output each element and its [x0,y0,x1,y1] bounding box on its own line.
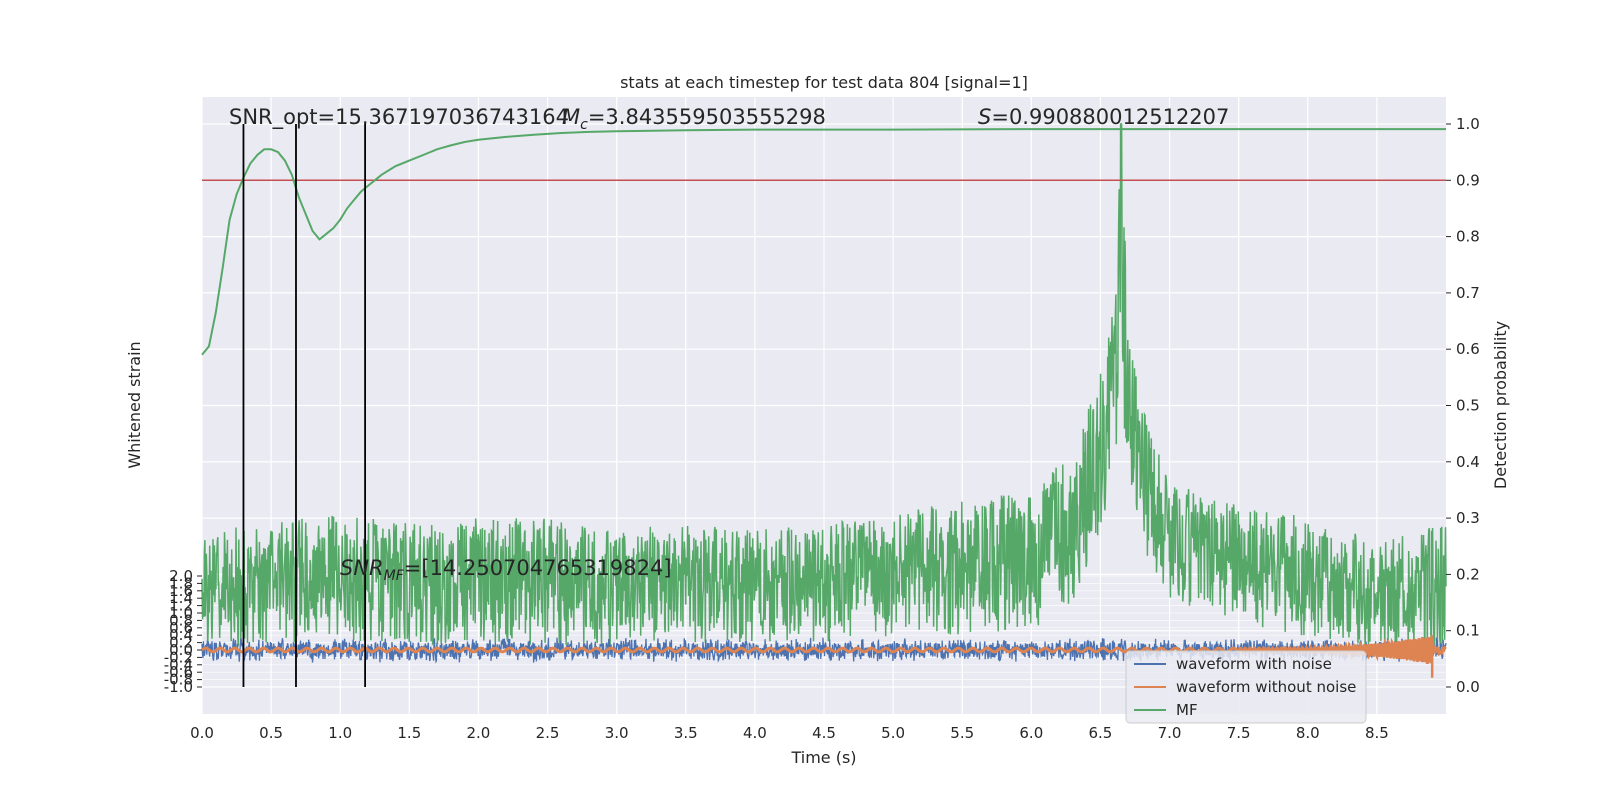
right-tick-label: 1.0 [1456,115,1480,133]
right-tick-label: 0.6 [1456,340,1480,358]
chart-title: stats at each timestep for test data 804… [620,73,1028,92]
x-ticks: 0.0 0.5 1.0 1.5 2.0 2.5 3.0 3.5 4.0 4.5 5.0 5.5 6.0 6… [190,724,1389,742]
right-tick-label: 0.7 [1456,284,1480,302]
annotation-snr-opt: SNR_opt=15.367197036743164 [229,105,569,130]
x-tick-label: 2.0 [467,724,491,742]
legend: waveform with noise waveform without noi… [1125,650,1367,724]
left-ticks: -1.0-0.8-0.6-0.4-0.20.00.20.40.60.81.01.… [164,567,202,696]
overlay [201,124,1446,687]
x-tick-label: 1.0 [328,724,352,742]
left-tick-label: -1.0 [164,678,193,696]
right-tick-label: 0.3 [1456,509,1480,527]
left-tick-label: 0.2 [169,634,193,652]
right-tick-label: 0.0 [1456,678,1480,696]
left-tick-label: 1.2 [169,597,193,615]
left-tick-label: 0.6 [169,619,193,637]
x-axis-label: Time (s) [790,748,856,767]
left-tick-label: 1.6 [169,582,193,600]
x-tick-label: 7.0 [1158,724,1182,742]
x-tick-label: 0.5 [259,724,283,742]
x-tick-label: 8.5 [1365,724,1389,742]
x-tick-label: 3.5 [674,724,698,742]
x-tick-label: 8.0 [1296,724,1320,742]
x-tick-label: 4.0 [743,724,767,742]
left-tick-label: 1.0 [169,604,193,622]
legend-label-mf: MF [1176,701,1198,719]
left-tick-label: -0.8 [164,671,193,689]
detection-probability-line [201,128,1446,356]
right-ticks: 0.0 0.1 0.2 0.3 0.4 0.5 0.6 0.7 0.8 0.9 1.0 [1446,115,1480,696]
legend-label-clean: waveform without noise [1176,678,1356,696]
y-axis-label-right: Detection probability [1491,321,1510,489]
legend-label-noise: waveform with noise [1176,655,1332,673]
x-tick-label: 7.5 [1227,724,1251,742]
x-tick-label: 5.0 [881,724,905,742]
right-tick-label: 0.8 [1456,228,1480,246]
right-tick-label: 0.4 [1456,453,1480,471]
left-tick-label: -0.4 [164,656,193,674]
left-tick-label: 1.8 [169,574,193,592]
annotation-snr-mf: SNRMF=[14.250704765319824] [340,556,672,584]
left-tick-label: 0.0 [169,641,193,659]
left-tick-label: 2.0 [169,567,193,585]
legend-box [1125,650,1367,724]
right-tick-label: 0.5 [1456,397,1480,415]
y-axis-label-left: Whitened strain [125,341,144,468]
left-tick-label: -0.6 [164,663,193,681]
right-tick-label: 0.9 [1456,171,1480,189]
x-tick-label: 5.5 [950,724,974,742]
left-tick-label: -0.2 [164,648,193,666]
left-tick-label: 0.8 [169,611,193,629]
right-tick-label: 0.2 [1456,565,1480,583]
annotation-s: S=0.990880012512207 [978,105,1229,129]
x-tick-label: 6.5 [1089,724,1113,742]
x-tick-label: 3.0 [605,724,629,742]
mf-series-line [201,123,1447,652]
left-tick-label: 1.4 [169,589,193,607]
left-tick-label: 0.4 [169,626,193,644]
x-tick-label: 0.0 [190,724,214,742]
right-tick-label: 0.1 [1456,622,1480,640]
annotation-mc: Mc=3.843559503555298 [562,105,826,133]
x-tick-label: 4.5 [812,724,836,742]
x-tick-label: 2.5 [536,724,560,742]
x-tick-label: 6.0 [1019,724,1043,742]
x-tick-label: 1.5 [397,724,421,742]
